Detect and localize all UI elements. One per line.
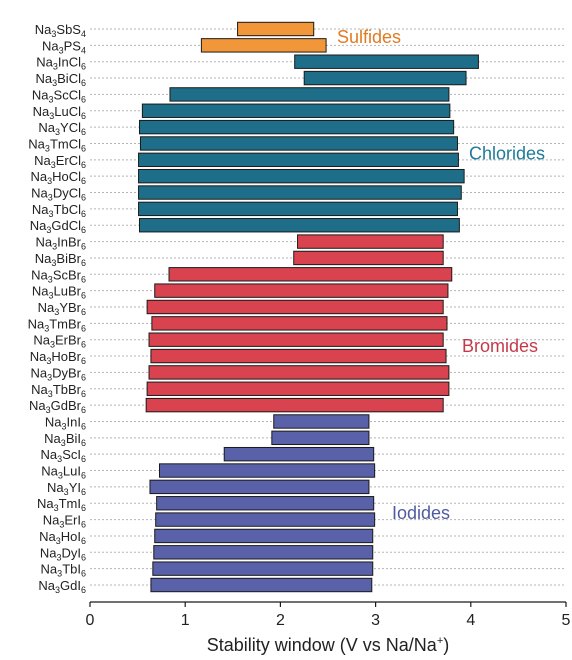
y-tick-label: Na3HoI6	[39, 529, 86, 546]
group-label-chlorides: Chlorides	[469, 143, 545, 163]
y-tick-label: Na3TmI6	[37, 496, 86, 513]
y-tick-label: Na3YBr6	[38, 300, 86, 317]
bar-na3ercl6	[138, 152, 459, 168]
y-tick-label: Na3YCl6	[38, 120, 86, 137]
y-tick-label: Na3YI6	[47, 480, 86, 497]
group-labels: Sulfides Chlorides Bromides Iodides	[337, 27, 545, 523]
x-tick-label: 3	[371, 612, 380, 629]
y-tick-label: Na3InBr6	[36, 235, 87, 252]
y-tick-label: Na3DyBr6	[30, 365, 86, 382]
bar-na3sci6	[223, 446, 375, 462]
x-tick-label: 2	[276, 612, 285, 629]
y-tick-label: Na3GdI6	[38, 578, 86, 595]
y-tick-label: Na3BiBr6	[35, 251, 86, 268]
y-tick-label: Na3TbI6	[41, 562, 86, 579]
bar-na3tbi6	[152, 561, 374, 576]
y-tick-label: Na3SbS4	[35, 22, 86, 39]
y-tick-label: Na3GdBr6	[29, 398, 86, 415]
bar-na3tmi6	[156, 496, 375, 511]
y-tick-label: Na3ScI6	[41, 447, 86, 464]
bar-na3dyi6	[153, 545, 374, 560]
bar-na3lui6	[158, 463, 376, 478]
bar-na3yi6	[149, 479, 370, 495]
y-tick-label: Na3LuBr6	[32, 284, 86, 301]
y-tick-label: Na3BiCl6	[36, 71, 87, 88]
group-label-iodides: Iodides	[392, 503, 450, 523]
y-tick-label: Na3ErCl6	[34, 153, 86, 170]
group-label-sulfides: Sulfides	[337, 27, 401, 47]
bar-na3hoi6	[154, 528, 374, 544]
x-tick-label: 5	[562, 612, 571, 629]
y-tick-label: Na3ScBr6	[31, 267, 86, 284]
bar-na3bibr6	[293, 250, 444, 266]
y-tick-label: Na3ScCl6	[32, 87, 86, 104]
bar-na3scbr6	[168, 267, 453, 282]
y-tick-label: Na3DyCl6	[31, 186, 86, 203]
bar-na3erbr6	[148, 332, 444, 347]
bar-na3bicl6	[303, 70, 467, 86]
bars	[138, 21, 479, 593]
bar-na3bii6	[271, 430, 370, 446]
y-tick-label: Na3TmBr6	[28, 316, 86, 333]
y-tick-label: Na3InCl6	[36, 55, 86, 72]
bar-na3gdcl6	[139, 218, 460, 233]
x-tick-label: 0	[86, 612, 95, 629]
bar-na3dybr6	[148, 365, 450, 380]
y-tick-label: Na3LuCl6	[33, 104, 86, 121]
bar-na3incl6	[294, 54, 479, 69]
y-tick-label: Na3ErI6	[43, 513, 86, 530]
y-tick-label: Na3InI6	[45, 414, 86, 431]
bar-na3ps4	[200, 38, 327, 53]
bar-na3ycl6	[139, 119, 455, 135]
bar-na3hobr6	[150, 348, 447, 364]
bar-na3inbr6	[297, 234, 444, 249]
y-tick-label: Na3LuI6	[41, 464, 86, 481]
y-tick-labels: Na3SbS4Na3PS4Na3InCl6Na3BiCl6Na3ScCl6Na3…	[28, 22, 86, 595]
y-tick-label: Na3HoBr6	[30, 349, 86, 366]
x-tick-label: 1	[181, 612, 190, 629]
y-tick-label: Na3BiI6	[44, 431, 86, 448]
bar-na3sccl6	[169, 87, 450, 102]
bar-na3gdbr6	[145, 397, 444, 413]
y-tick-label: Na3GdCl6	[30, 218, 86, 235]
bar-na3gdi6	[150, 577, 373, 593]
x-tick-label: 4	[466, 612, 475, 629]
bar-na3hocl6	[138, 168, 465, 184]
y-tick-label: Na3TbBr6	[31, 382, 86, 399]
y-tick-label: Na3TmCl6	[28, 136, 86, 153]
bar-na3tmcl6	[139, 136, 458, 151]
bar-na3ini6	[273, 414, 370, 429]
x-axis-title: Stability window (V vs Na/Na+)	[207, 635, 450, 655]
bar-na3ybr6	[146, 299, 444, 315]
y-tick-label: Na3HoCl6	[30, 169, 86, 186]
bar-na3tmbr6	[151, 316, 448, 331]
bar-na3tbcl6	[138, 201, 458, 217]
bar-na3lucl6	[141, 103, 451, 118]
x-axis: 0 1 2 3 4 5	[86, 601, 571, 629]
y-tick-label: Na3TbCl6	[32, 202, 86, 219]
group-label-bromides: Bromides	[462, 336, 538, 356]
bar-na3dycl6	[138, 185, 462, 200]
bar-na3tbbr6	[146, 381, 450, 396]
bar-na3sbs4	[237, 21, 315, 37]
y-tick-label: Na3ErBr6	[33, 333, 86, 350]
y-tick-label: Na3DyI6	[40, 545, 86, 562]
bar-na3eri6	[155, 512, 376, 527]
y-tick-label: Na3PS4	[42, 38, 86, 55]
bar-na3lubr6	[154, 283, 449, 298]
